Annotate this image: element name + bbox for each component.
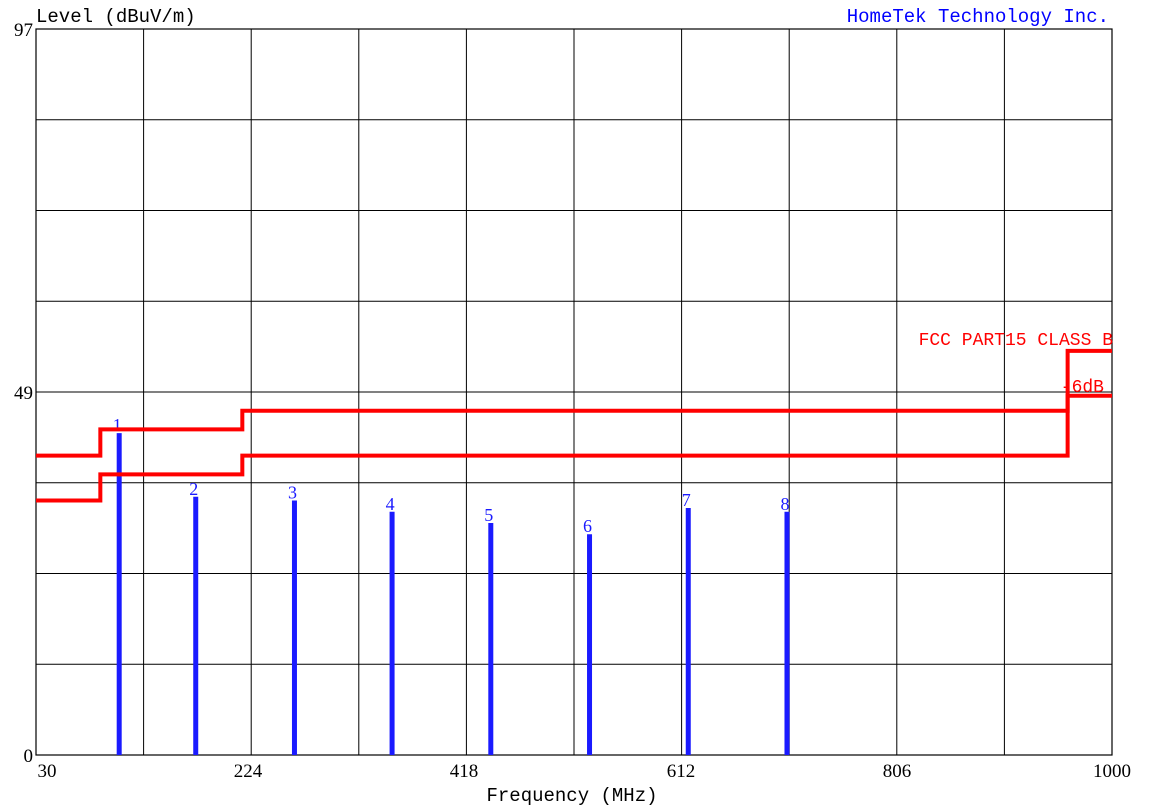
x-tick-label-1000: 1000 [1093,761,1131,782]
measurement-label-6: 6 [583,516,592,536]
measurement-label-8: 8 [780,494,789,514]
x-tick-label-30: 30 [38,761,57,782]
measurement-label-3: 3 [288,483,297,503]
measurement-label-5: 5 [484,505,493,525]
limit-label-class-b: FCC PART15 CLASS B [919,331,1114,351]
text-layer: Level (dBuV/m) HomeTek Technology Inc. F… [14,6,1131,807]
x-axis-label: Frequency (MHz) [486,785,657,807]
measurement-label-4: 4 [386,494,395,514]
y-tick-label-97: 97 [14,20,33,41]
x-tick-label-418: 418 [450,761,479,782]
measurement-label-1: 1 [113,415,122,435]
measurement-layer: 1 2 3 4 5 6 7 8 [113,415,790,755]
y-tick-label-0: 0 [24,746,34,767]
y-axis-label: Level (dBuV/m) [36,6,196,28]
x-tick-label-806: 806 [883,761,912,782]
measurement-label-2: 2 [189,479,198,499]
brand-label: HomeTek Technology Inc. [847,6,1109,28]
measurement-label-7: 7 [682,490,691,510]
limit-label-minus-6db: -6dB [1061,378,1104,398]
limit-layer [36,348,1112,503]
x-tick-label-612: 612 [667,761,696,782]
grid-layer [35,28,1113,756]
limit-line-1 [36,393,1112,503]
limit-line-0 [36,348,1112,458]
y-tick-label-49: 49 [14,383,33,404]
x-tick-label-224: 224 [234,761,263,782]
